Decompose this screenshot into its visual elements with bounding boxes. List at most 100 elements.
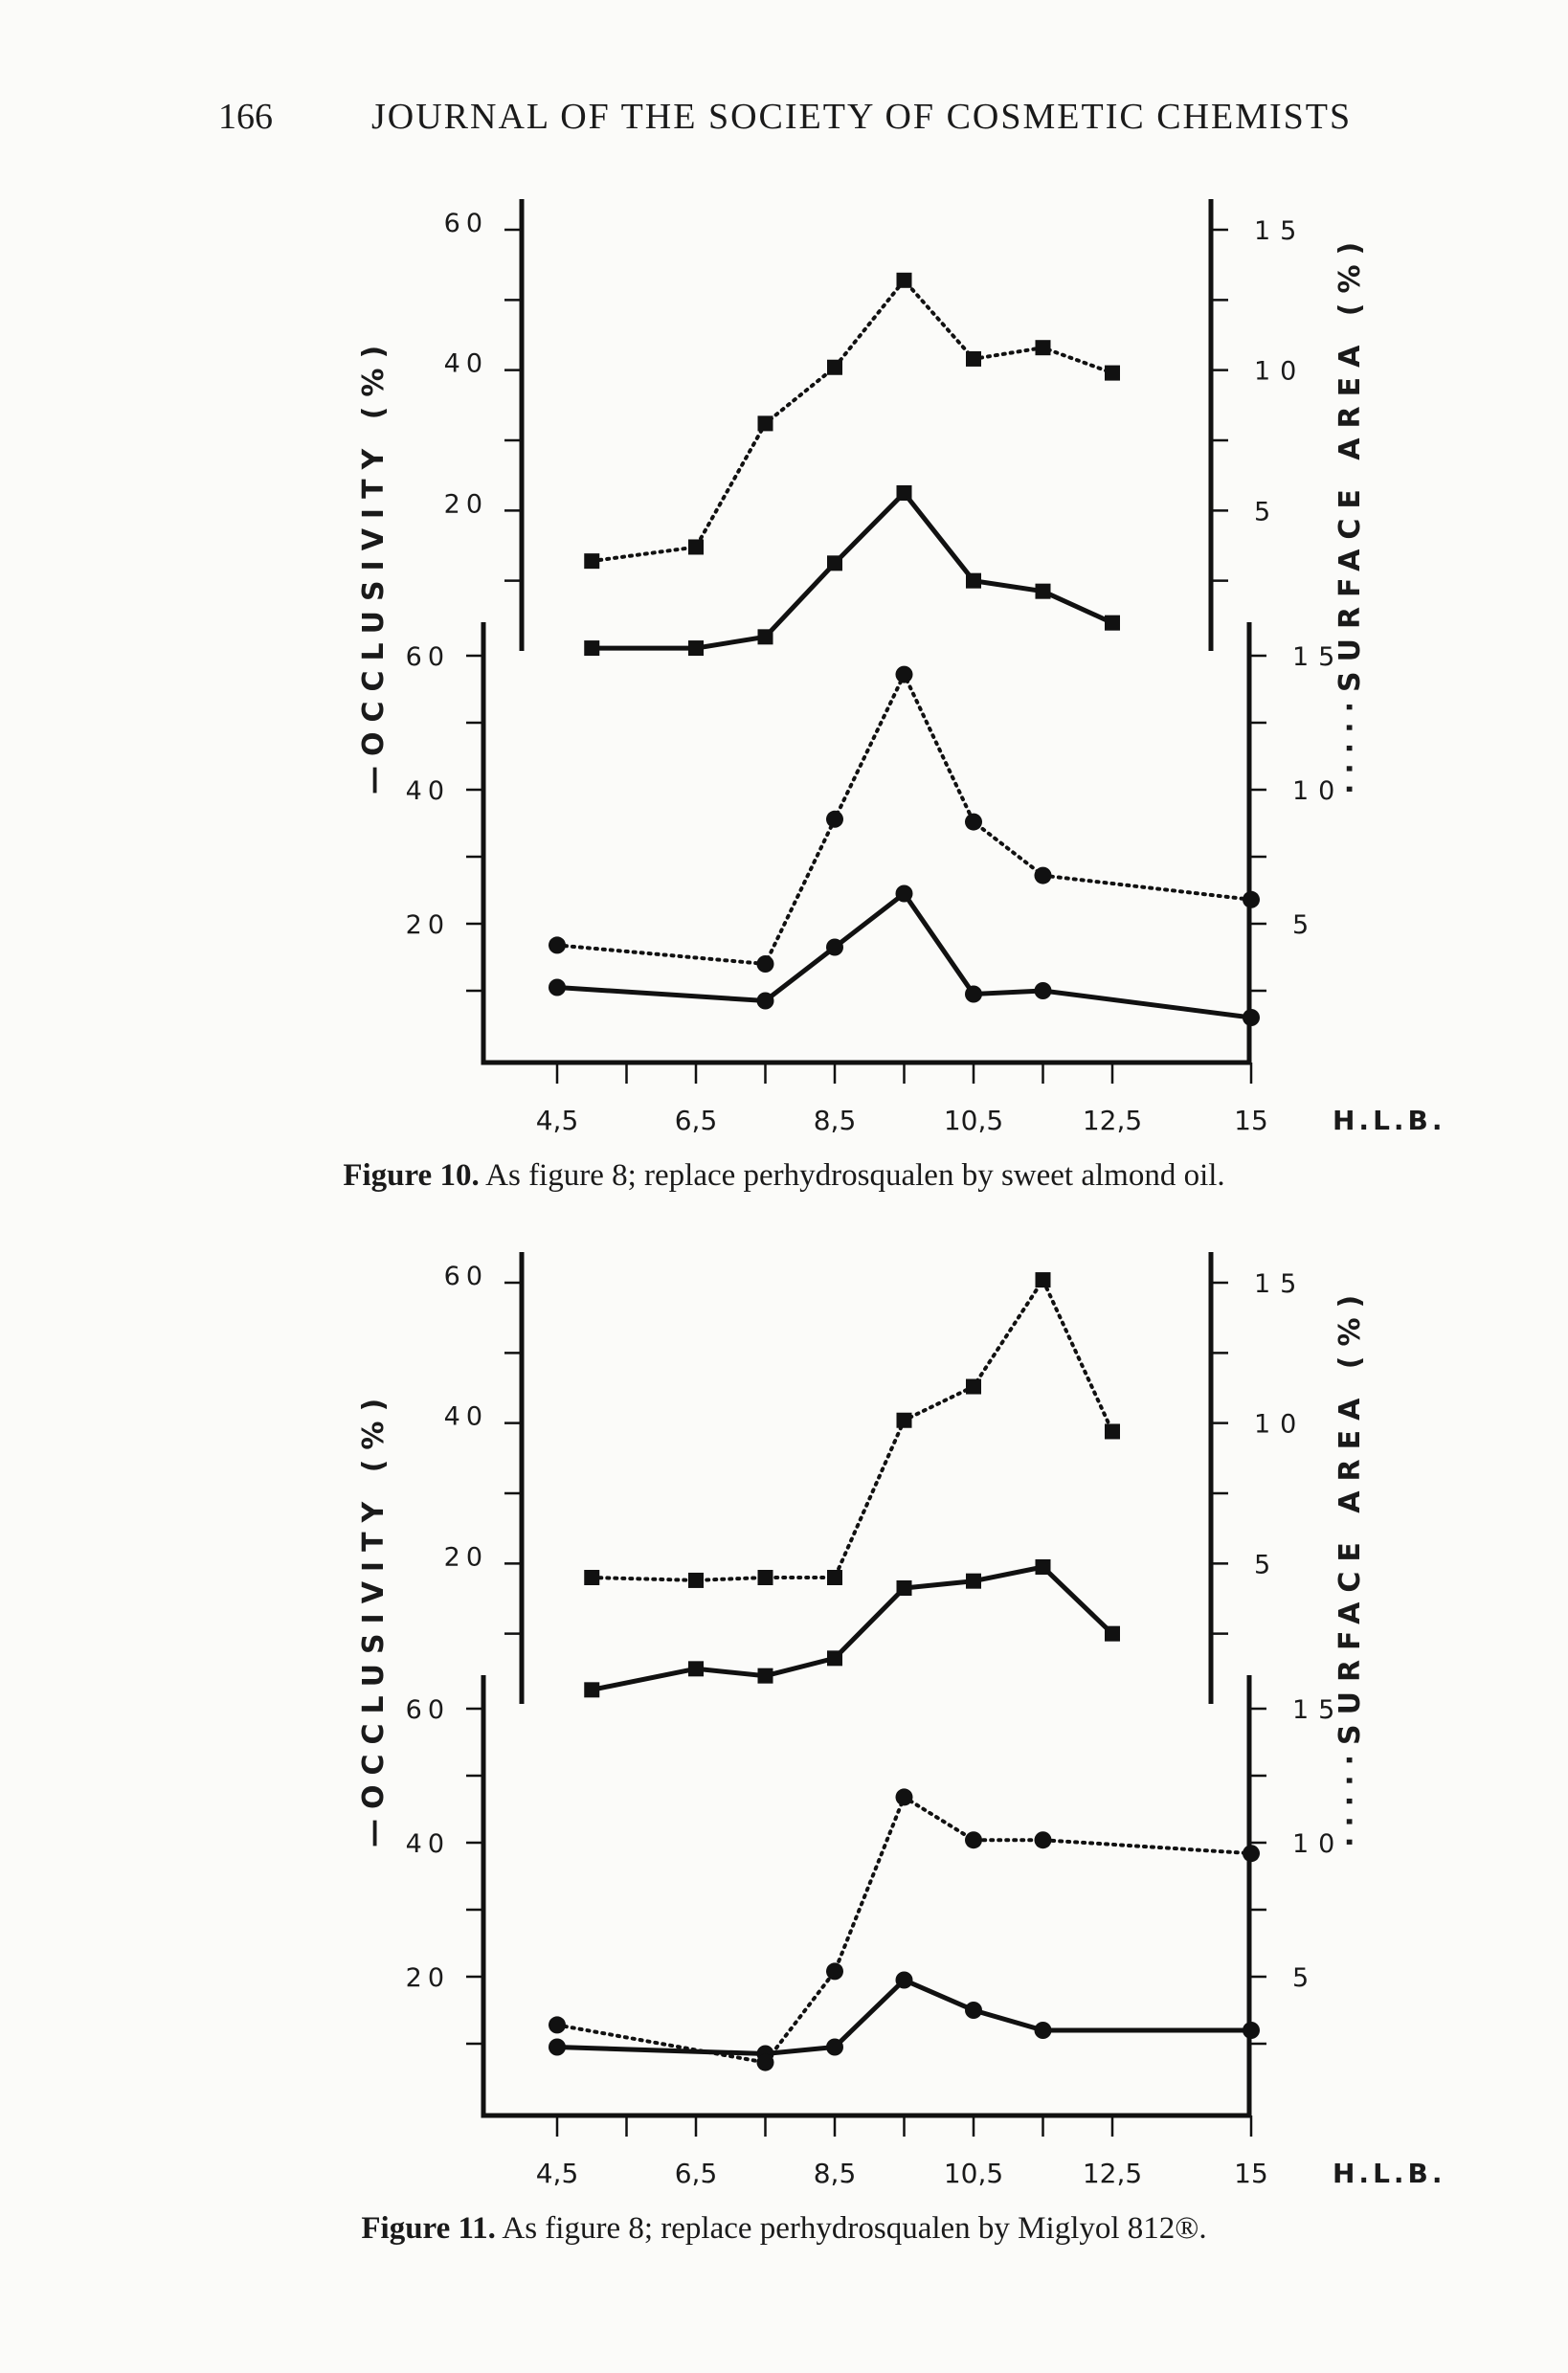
fig10-lower-data-point-circle [826, 810, 843, 828]
fig10-lower-right-tick-label: 5 [1292, 910, 1318, 940]
fig11-lower-left-tick-label: 60 [406, 1695, 450, 1725]
fig10-upper-data-point-square [966, 350, 981, 367]
fig10-lower-right-tick-label: 10 [1292, 776, 1344, 806]
fig10-x-tick-label: 10,5 [944, 1105, 1003, 1136]
fig10-upper-series-dotted-line [590, 277, 1114, 564]
figure-10: 20 40 60 5 10 15 20 40 60 5 10 15 4,5 6,5 8,5 10,5 12,5 1… [0, 182, 1568, 1206]
fig11-lower-data-point-circle [549, 2038, 566, 2056]
fig11-right-axis-title: ·····SURFACE AREA (%) [1333, 1286, 1367, 1847]
fig11-upper-data-point-square [896, 1580, 912, 1596]
figure-11-caption: Figure 11. As figure 8; replace perhydro… [0, 2211, 1568, 2247]
fig11-lower-series-dotted-line [555, 1794, 1253, 2065]
fig11-upper-data-point-square [827, 1650, 842, 1667]
fig10-left-axis-title: —OCCLUSIVITY (%) [357, 336, 391, 795]
fig11-lower-data-point-circle [1243, 2022, 1260, 2039]
fig10-upper-data-point-square [896, 485, 912, 501]
fig10-lower-data-point-circle [549, 978, 566, 996]
fig10-upper-right-tick-label: 5 [1254, 497, 1280, 526]
fig11-upper-data-point-square [584, 1682, 600, 1698]
figure-10-caption-text: As figure 8; replace perhydrosqualen by … [485, 1158, 1225, 1193]
fig11-upper-data-point-square [688, 1572, 704, 1588]
fig10-lower-data-point-circle [756, 955, 774, 973]
fig10-upper-left-tick-label: 20 [444, 489, 488, 519]
fig10-lower-data-point-circle [1243, 1009, 1260, 1026]
fig10-lower-data-point-circle [1034, 866, 1052, 884]
fig11-upper-right-tick-label: 15 [1254, 1269, 1306, 1299]
fig10-upper-data-point-square [584, 640, 600, 657]
fig11-upper-data-point-square [757, 1668, 773, 1684]
fig11-lower-left-tick-label: 20 [406, 1963, 450, 1993]
fig10-lower-left-tick-label: 40 [406, 776, 450, 806]
fig10-upper-data-point-square [688, 539, 704, 555]
fig11-upper-data-point-square [1035, 1272, 1051, 1288]
fig11-lower-data-point-circle [756, 2053, 774, 2071]
journal-title: JOURNAL OF THE SOCIETY OF COSMETIC CHEMI… [371, 97, 1353, 137]
figure-10-caption: Figure 10. As figure 8; replace perhydro… [0, 1158, 1568, 1194]
fig11-x-tick-label: 12,5 [1083, 2158, 1142, 2189]
fig10-lower-data-point-circle [965, 985, 982, 1003]
fig11-lower-data-point-circle [826, 2038, 843, 2056]
fig10-lower-data-point-circle [1034, 982, 1052, 999]
fig10-right-axis-title: ·····SURFACE AREA (%) [1333, 233, 1367, 795]
fig10-x-tick-label: 4,5 [536, 1105, 579, 1136]
fig11-upper-data-point-square [1105, 1423, 1120, 1440]
fig11-lower-data-point-circle [965, 2002, 982, 2019]
fig11-upper-data-point-square [896, 1412, 912, 1428]
fig10-x-axis-title: H.L.B. [1333, 1105, 1446, 1136]
fig10-upper-data-point-square [1035, 583, 1051, 599]
fig11-upper-data-point-square [688, 1661, 704, 1677]
fig11-lower-data-point-circle [1034, 2022, 1052, 2039]
fig11-upper-series-solid-line [591, 1564, 1114, 1692]
fig10-upper-data-point-square [584, 553, 600, 570]
fig11-upper-data-point-square [966, 1378, 981, 1395]
fig11-left-axis-title: —OCCLUSIVITY (%) [357, 1389, 391, 1847]
fig10-upper-data-point-square [966, 572, 981, 589]
fig11-x-tick-label: 6,5 [675, 2158, 718, 2189]
fig11-upper-right-tick-label: 10 [1254, 1410, 1306, 1440]
fig11-lower-right-tick-label: 15 [1292, 1695, 1344, 1725]
figure-11-caption-label: Figure 11. [361, 2211, 496, 2246]
fig11-upper-right-tick-label: 5 [1254, 1550, 1280, 1579]
fig10-upper-left-tick-label: 40 [444, 349, 488, 379]
fig11-upper-data-point-square [584, 1570, 600, 1585]
fig10-upper-data-point-square [827, 359, 842, 375]
fig10-x-tick-label: 15 [1234, 1105, 1268, 1136]
fig10-upper-data-point-square [896, 272, 912, 288]
fig10-lower-data-point-circle [1243, 890, 1260, 908]
fig11-lower-data-point-circle [826, 1962, 843, 1981]
figure-10-caption-label: Figure 10. [343, 1158, 480, 1193]
fig11-x-tick-label: 15 [1234, 2158, 1268, 2189]
fig11-lower-frame [481, 1675, 1252, 2118]
figure-11: 20 40 60 5 10 15 20 40 60 5 10 15 4,5 6,5 8,5 10,5 12,5 1… [0, 1235, 1568, 2259]
fig10-lower-series-solid-line [556, 889, 1252, 1020]
fig10-lower-data-point-circle [965, 813, 982, 831]
fig11-lower-right-tick-label: 5 [1292, 1963, 1318, 1993]
fig11-upper-data-point-square [827, 1570, 842, 1585]
fig10-upper-data-point-square [688, 640, 704, 657]
fig11-lower-data-point-circle [965, 1831, 982, 1849]
figure-11-caption-text: As figure 8; replace perhydrosqualen by … [502, 2211, 1207, 2246]
fig11-upper-data-point-square [966, 1573, 981, 1589]
fig11-lower-data-point-circle [895, 1788, 913, 1806]
fig10-lower-left-tick-label: 20 [406, 910, 450, 940]
fig11-upper-data-point-square [1035, 1559, 1051, 1575]
fig10-upper-data-point-square [827, 555, 842, 571]
fig11-lower-data-point-circle [1034, 1831, 1052, 1849]
fig10-lower-left-tick-label: 60 [406, 642, 450, 672]
fig11-x-tick-label: 8,5 [814, 2158, 857, 2189]
fig11-x-tick-label: 4,5 [536, 2158, 579, 2189]
fig10-lower-data-point-circle [895, 884, 913, 903]
fig10-lower-series-dotted-line [555, 669, 1253, 967]
fig11-lower-data-point-circle [895, 1971, 913, 1989]
fig10-upper-left-tick-label: 60 [444, 209, 488, 238]
fig11-x-axis-title: H.L.B. [1333, 2158, 1446, 2189]
page-number: 166 [218, 97, 273, 137]
fig10-upper-data-point-square [757, 629, 773, 645]
page-header: 166 JOURNAL OF THE SOCIETY OF COSMETIC C… [0, 96, 1568, 153]
fig11-upper-left-tick-label: 40 [444, 1402, 488, 1432]
fig10-x-tick-label: 12,5 [1083, 1105, 1142, 1136]
fig11-x-tick-label: 10,5 [944, 2158, 1003, 2189]
fig11-lower-left-tick-label: 40 [406, 1829, 450, 1859]
fig10-lower-right-tick-label: 15 [1292, 642, 1344, 672]
fig10-x-tick-label: 8,5 [814, 1105, 857, 1136]
